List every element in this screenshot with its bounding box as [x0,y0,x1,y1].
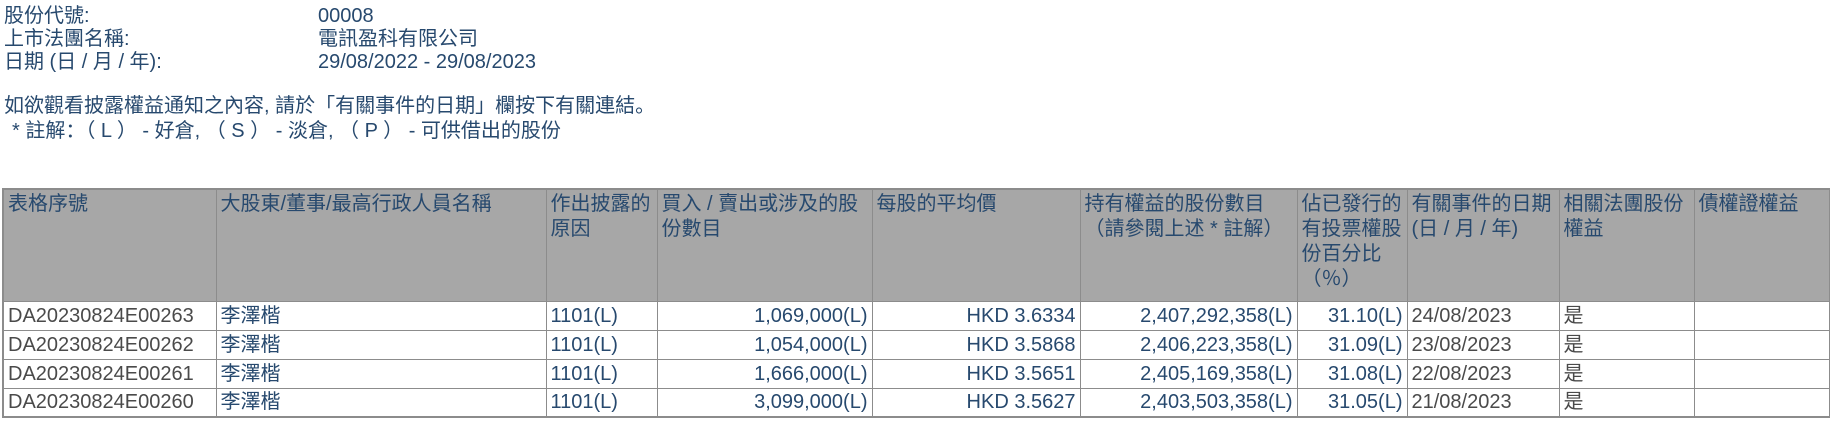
cell-disclosure-reason: 1101(L) [545,300,658,331]
cell-average-price: HKD 3.5868 [871,329,1081,360]
cell-shareholder-name: 李澤楷 [215,329,547,360]
header-event-date: 有關事件的日期 (日 / 月 / 年) [1406,188,1560,302]
header-associated-corp-interests: 相關法團股份權益 [1558,188,1695,302]
header-shares-interested: 持有權益的股份數目（請參閱上述 * 註解） [1079,188,1298,302]
date-range-label: 日期 (日 / 月 / 年): [4,51,162,73]
cell-percent-voting: 31.05(L) [1296,387,1408,418]
cell-shares-involved: 1,054,000(L) [656,329,873,360]
stock-code-row: 股份代號: 00008 [4,5,1830,28]
cell-shareholder-name: 李澤楷 [215,300,547,331]
table-row: DA20230824E00263 李澤楷 1101(L) 1,069,000(L) HK… [2,300,1830,331]
cell-percent-voting: 31.09(L) [1296,329,1408,360]
search-criteria-panel: 股份代號: 00008 上市法團名稱: 電訊盈科有限公司 日期 (日 / 月 / 年… [0,0,1830,74]
cell-shares-involved: 3,099,000(L) [656,387,873,418]
header-debenture-interests: 債權證權益 [1693,188,1830,302]
cell-shares-interested: 2,406,223,358(L) [1079,329,1298,360]
cell-shares-involved: 1,069,000(L) [656,300,873,331]
cell-form-serial: DA20230824E00263 [2,300,217,331]
cell-debenture-interests [1693,329,1830,360]
header-form-serial: 表格序號 [2,188,217,302]
date-range-value: 29/08/2022 - 29/08/2023 [318,51,536,73]
cell-disclosure-reason: 1101(L) [545,329,658,360]
instruction-note: 如欲觀看披露權益通知之內容, 請於「有關事件的日期」欄按下有關連結。 [4,95,656,117]
cell-average-price: HKD 3.5651 [871,358,1081,389]
cell-percent-voting: 31.10(L) [1296,300,1408,331]
event-date-link[interactable]: 21/08/2023 [1411,391,1512,414]
table-row: DA20230824E00261 李澤楷 1101(L) 1,666,000(L) HK… [2,358,1830,389]
cell-average-price: HKD 3.5627 [871,387,1081,418]
cell-debenture-interests [1693,387,1830,418]
cell-associated-corp-interests: 是 [1558,300,1695,331]
table-body: DA20230824E00263 李澤楷 1101(L) 1,069,000(L) HK… [2,300,1830,418]
cell-shareholder-name: 李澤楷 [215,387,547,418]
header-percent-voting: 佔已發行的有投票權股份百分比（％） [1296,188,1408,302]
date-range-row: 日期 (日 / 月 / 年): 29/08/2022 - 29/08/2023 [4,51,1830,74]
cell-shareholder-name: 李澤楷 [215,358,547,389]
cell-shares-interested: 2,407,292,358(L) [1079,300,1298,331]
stock-code-value: 00008 [318,5,374,27]
event-date-link[interactable]: 22/08/2023 [1411,362,1512,385]
corporation-name-value: 電訊盈科有限公司 [318,28,478,50]
cell-event-date: 21/08/2023 [1406,387,1560,418]
cell-form-serial: DA20230824E00262 [2,329,217,360]
cell-event-date: 23/08/2023 [1406,329,1560,360]
table-row: DA20230824E00262 李澤楷 1101(L) 1,054,000(L) HK… [2,329,1830,360]
corporation-row: 上市法團名稱: 電訊盈科有限公司 [4,28,1830,51]
table-row: DA20230824E00260 李澤楷 1101(L) 3,099,000(L) HK… [2,387,1830,418]
corporation-name-label: 上市法團名稱: [4,28,130,50]
event-date-link[interactable]: 23/08/2023 [1411,333,1512,356]
cell-debenture-interests [1693,358,1830,389]
cell-percent-voting: 31.08(L) [1296,358,1408,389]
header-shareholder-name: 大股東/董事/最高行政人員名稱 [215,188,547,302]
cell-shares-involved: 1,666,000(L) [656,358,873,389]
cell-associated-corp-interests: 是 [1558,387,1695,418]
cell-event-date: 24/08/2023 [1406,300,1560,331]
cell-average-price: HKD 3.6334 [871,300,1081,331]
cell-debenture-interests [1693,300,1830,331]
cell-disclosure-reason: 1101(L) [545,387,658,418]
cell-associated-corp-interests: 是 [1558,358,1695,389]
disclosure-of-interests-table: 表格序號 大股東/董事/最高行政人員名稱 作出披露的原因 買入 / 賣出或涉及的… [2,188,1830,418]
cell-associated-corp-interests: 是 [1558,329,1695,360]
stock-code-label: 股份代號: [4,5,90,27]
header-disclosure-reason: 作出披露的原因 [545,188,658,302]
table-header-row: 表格序號 大股東/董事/最高行政人員名稱 作出披露的原因 買入 / 賣出或涉及的… [2,188,1830,302]
cell-disclosure-reason: 1101(L) [545,358,658,389]
legend-note: * 註解：（ L ） - 好倉, （ S ） - 淡倉, （ P ） - 可供借… [12,120,561,142]
cell-shares-interested: 2,403,503,358(L) [1079,387,1298,418]
header-average-price: 每股的平均價 [871,188,1081,302]
header-shares-involved: 買入 / 賣出或涉及的股份數目 [656,188,873,302]
cell-event-date: 22/08/2023 [1406,358,1560,389]
event-date-link[interactable]: 24/08/2023 [1411,304,1512,327]
cell-form-serial: DA20230824E00261 [2,358,217,389]
cell-shares-interested: 2,405,169,358(L) [1079,358,1298,389]
cell-form-serial: DA20230824E00260 [2,387,217,418]
notes-block: 如欲觀看披露權益通知之內容, 請於「有關事件的日期」欄按下有關連結。 * 註解：… [0,94,1830,144]
